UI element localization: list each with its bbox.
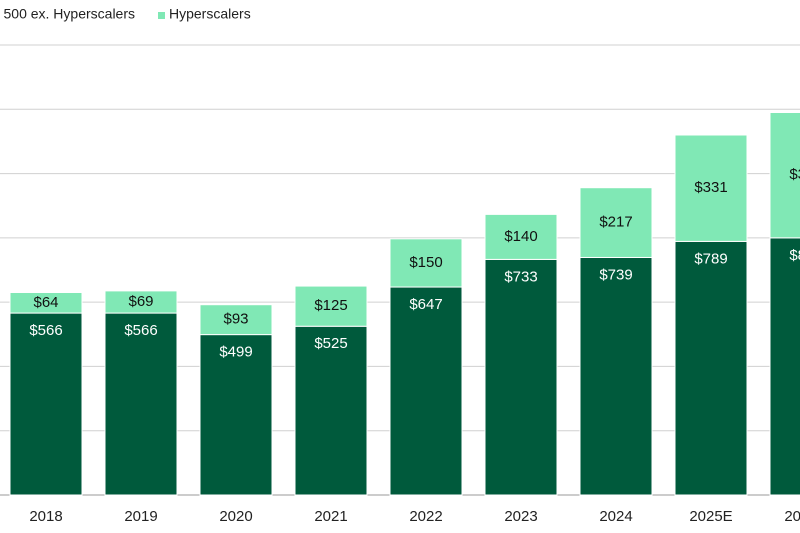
bar-segment bbox=[769, 112, 800, 239]
data-label: $789 bbox=[694, 250, 727, 267]
data-label: $647 bbox=[409, 296, 442, 313]
data-label: $525 bbox=[314, 335, 347, 352]
bar-segment bbox=[104, 290, 178, 314]
bar-segment bbox=[579, 256, 653, 496]
data-label: $800 bbox=[789, 247, 800, 264]
bar-segment bbox=[484, 258, 558, 496]
data-label: $150 bbox=[409, 254, 442, 271]
legend-label: S&P 500 ex. Hyperscalers bbox=[0, 6, 135, 22]
bar-segment bbox=[9, 312, 83, 496]
bar-segment bbox=[674, 240, 748, 496]
x-tick-label: 2020 bbox=[219, 508, 252, 525]
x-tick-label: 2023 bbox=[504, 508, 537, 525]
x-tick-label: 2018 bbox=[29, 508, 62, 525]
bar-segment bbox=[104, 312, 178, 496]
bar-segment bbox=[9, 292, 83, 314]
data-label: $64 bbox=[33, 294, 58, 311]
bar-segment bbox=[389, 286, 463, 496]
data-label: $140 bbox=[504, 228, 537, 245]
x-tick-label: 2026E bbox=[784, 508, 800, 525]
data-label: $390 bbox=[789, 166, 800, 183]
x-tick-label: 2024 bbox=[599, 508, 632, 525]
data-label: $566 bbox=[124, 322, 157, 339]
data-label: $125 bbox=[314, 297, 347, 314]
legend-marker bbox=[158, 12, 165, 19]
data-label: $739 bbox=[599, 266, 632, 283]
bar-segment bbox=[674, 134, 748, 242]
data-label: $331 bbox=[694, 179, 727, 196]
bar-segment bbox=[769, 237, 800, 496]
bar-segment bbox=[294, 285, 368, 327]
data-label: $217 bbox=[599, 214, 632, 231]
bar-segment bbox=[484, 213, 558, 260]
x-tick-label: 2021 bbox=[314, 508, 347, 525]
x-tick-label: 2025E bbox=[689, 508, 732, 525]
x-tick-label: 2022 bbox=[409, 508, 442, 525]
x-tick-label: 2019 bbox=[124, 508, 157, 525]
data-label: $566 bbox=[29, 322, 62, 339]
bar-segment bbox=[579, 187, 653, 258]
bar-segment bbox=[389, 238, 463, 288]
legend-label: Hyperscalers bbox=[169, 6, 251, 22]
data-label: $499 bbox=[219, 344, 252, 361]
bar-segment bbox=[199, 304, 273, 336]
bar-segment bbox=[294, 325, 368, 496]
data-label: $93 bbox=[223, 311, 248, 328]
data-label: $733 bbox=[504, 268, 537, 285]
data-label: $69 bbox=[128, 293, 153, 310]
bar-segment bbox=[199, 334, 273, 496]
